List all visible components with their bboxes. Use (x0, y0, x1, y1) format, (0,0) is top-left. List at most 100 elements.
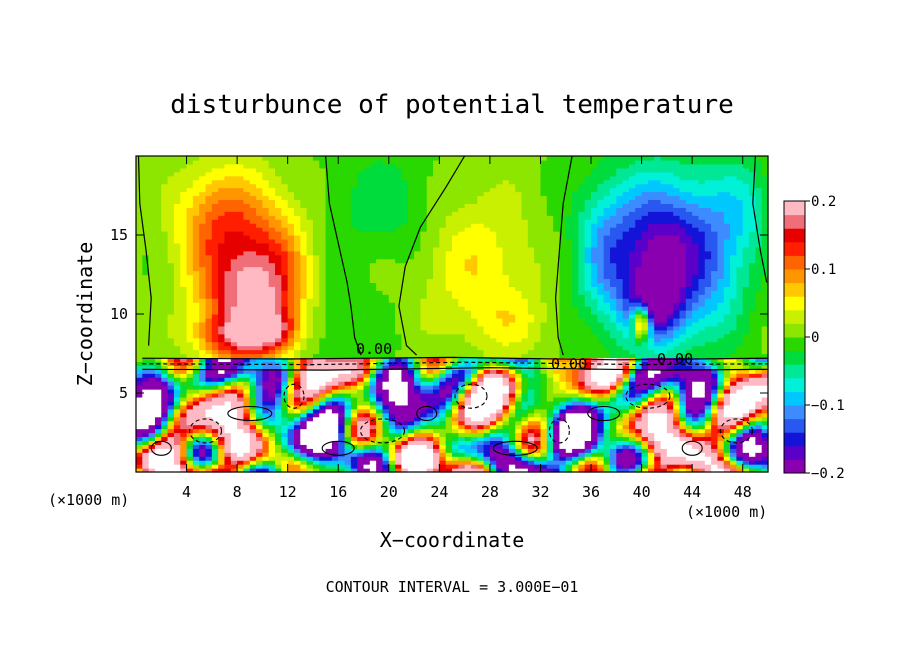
field-cell (306, 278, 314, 283)
field-cell (237, 329, 245, 335)
field-cell (426, 163, 434, 169)
field-cell (173, 345, 181, 351)
field-cell (281, 246, 289, 252)
field-cell (464, 163, 472, 169)
field-cell (237, 207, 245, 212)
field-cell (230, 393, 238, 398)
field-cell (319, 420, 327, 426)
field-cell (211, 262, 219, 268)
field-cell (426, 290, 434, 295)
field-cell (186, 317, 194, 323)
field-cell (401, 274, 409, 280)
field-cell (344, 460, 352, 465)
field-cell (211, 416, 219, 422)
field-cell (401, 396, 409, 402)
field-cell (306, 333, 314, 339)
field-cell (161, 436, 169, 441)
field-cell (376, 187, 384, 193)
field-cell (338, 436, 346, 441)
field-cell (167, 349, 175, 355)
field-cell (401, 215, 409, 220)
field-cell (281, 227, 289, 232)
field-cell (401, 444, 409, 449)
field-cell (470, 314, 478, 319)
field-cell (148, 337, 156, 343)
field-cell (300, 187, 308, 193)
field-cell (275, 448, 282, 453)
field-cell (312, 385, 320, 390)
field-cell (186, 163, 194, 169)
field-cell (376, 381, 384, 386)
field-cell (218, 416, 226, 422)
field-cell (180, 175, 188, 181)
field-cell (477, 436, 485, 441)
field-cell (256, 302, 263, 307)
field-cell (395, 325, 403, 331)
field-cell (376, 250, 384, 256)
field-cell (344, 242, 352, 248)
field-cell (319, 400, 327, 406)
field-cell (249, 195, 257, 201)
field-cell (426, 195, 434, 201)
field-cell (458, 235, 466, 240)
field-cell (363, 175, 371, 181)
field-cell (426, 274, 434, 280)
field-cell (470, 329, 478, 335)
field-cell (173, 408, 181, 414)
field-cell (262, 258, 270, 264)
field-cell (382, 266, 390, 272)
field-cell (300, 448, 308, 453)
field-cell (483, 381, 491, 386)
field-cell (521, 156, 529, 161)
field-cell (338, 187, 346, 193)
field-cell (167, 203, 175, 208)
field-cell (521, 349, 529, 355)
field-cell (433, 369, 440, 374)
field-cell (268, 317, 276, 323)
field-cell (167, 452, 175, 457)
field-cell (350, 171, 358, 177)
field-cell (452, 310, 459, 315)
field-cell (344, 310, 352, 315)
field-cell (452, 468, 459, 473)
field-cell (243, 424, 251, 430)
field-cell (369, 404, 377, 410)
field-cell (275, 393, 282, 398)
field-cell (470, 464, 478, 469)
field-cell (142, 306, 150, 311)
field-cell (496, 282, 504, 287)
field-cell (483, 400, 491, 406)
field-cell (161, 424, 169, 430)
field-cell (376, 163, 384, 169)
field-cell (230, 377, 238, 382)
field-cell (376, 246, 384, 252)
field-cell (483, 270, 491, 276)
field-cell (363, 282, 371, 287)
field-cell (161, 274, 169, 280)
field-cell (464, 215, 472, 220)
field-cell (439, 262, 447, 268)
field-cell (312, 310, 320, 315)
field-cell (300, 254, 308, 260)
field-cell (483, 349, 491, 355)
field-cell (477, 191, 485, 197)
field-cell (243, 416, 251, 422)
field-cell (407, 302, 415, 307)
field-cell (243, 242, 251, 248)
field-cell (344, 207, 352, 212)
field-cell (350, 191, 358, 197)
field-cell (395, 408, 403, 414)
field-cell (331, 159, 339, 165)
field-cell (407, 349, 415, 355)
field-cell (275, 171, 282, 177)
field-cell (249, 333, 257, 339)
field-cell (369, 357, 377, 362)
field-cell (167, 373, 175, 378)
field-cell (294, 365, 301, 370)
field-cell (148, 365, 156, 370)
field-cell (401, 385, 409, 390)
field-cell (489, 175, 497, 181)
field-cell (502, 389, 510, 394)
field-cell (167, 246, 175, 252)
field-cell (325, 329, 333, 335)
